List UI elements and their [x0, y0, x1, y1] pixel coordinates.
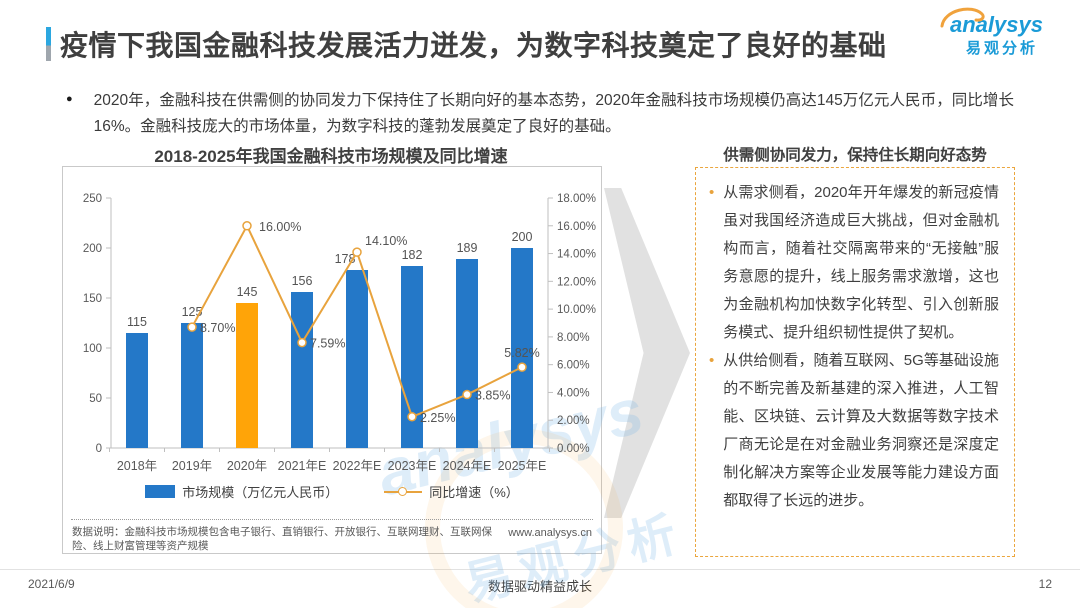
panel-item-supply: • 从供给侧看，随着互联网、5G等基础设施的不断完善及新基建的深入推进，人工智能… [709, 347, 999, 515]
svg-text:4.00%: 4.00% [557, 387, 590, 399]
svg-text:3.85%: 3.85% [475, 389, 510, 403]
svg-text:16.00%: 16.00% [259, 220, 301, 234]
header: 疫情下我国金融科技发展活力迸发，为数字科技奠定了良好的基础 [46, 24, 887, 64]
page-title: 疫情下我国金融科技发展活力迸发，为数字科技奠定了良好的基础 [60, 30, 887, 61]
svg-text:18.00%: 18.00% [557, 193, 596, 205]
intro-text: 2020年，金融科技在供需侧的协同发力下保持住了长期向好的基本态势，2020年金… [93, 92, 1014, 135]
svg-text:2019年: 2019年 [172, 459, 212, 473]
panel-text-demand: 从需求侧看，2020年开年爆发的新冠疫情虽对我国经济造成巨大挑战，但对金融机构而… [723, 184, 999, 341]
svg-text:145: 145 [237, 285, 258, 299]
panel-title: 供需侧协同发力，保持住长期向好态势 [723, 147, 987, 164]
footer-divider [0, 569, 1080, 570]
panel-text-supply: 从供给侧看，随着互联网、5G等基础设施的不断完善及新基建的深入推进，人工智能、区… [723, 352, 999, 509]
svg-text:6.00%: 6.00% [557, 360, 590, 372]
title-accent-bar [46, 27, 51, 61]
svg-text:200: 200 [512, 230, 533, 244]
svg-text:2023年E: 2023年E [388, 459, 437, 473]
intro-bullet: ● 2020年，金融科技在供需侧的协同发力下保持住了长期向好的基本态势，2020… [66, 88, 1014, 140]
svg-text:12.00%: 12.00% [557, 276, 596, 288]
legend-label-growth: 同比增速（%） [429, 485, 519, 500]
svg-text:250: 250 [83, 193, 102, 205]
chart-title: 2018-2025年我国金融科技市场规模及同比增速 [154, 147, 508, 166]
footer-slogan: 数据驱动精益成长 [487, 579, 592, 594]
svg-text:200: 200 [83, 243, 102, 255]
analysys-logo: analysys 易观分析 [940, 7, 1062, 58]
svg-text:8.70%: 8.70% [200, 321, 235, 335]
right-arrow-shape [604, 188, 690, 518]
svg-text:2.00%: 2.00% [557, 415, 590, 427]
svg-text:2025年E: 2025年E [498, 459, 547, 473]
insight-panel: • 从需求侧看，2020年开年爆发的新冠疫情虽对我国经济造成巨大挑战，但对金融机… [695, 167, 1015, 557]
legend-item-market-size: 市场规模（万亿元人民币） [145, 482, 338, 501]
orange-bullet-icon: • [709, 184, 715, 201]
legend-item-growth: 同比增速（%） [384, 482, 519, 501]
svg-text:150: 150 [83, 293, 102, 305]
legend-label-market-size: 市场规模（万亿元人民币） [182, 485, 339, 500]
svg-text:8.00%: 8.00% [557, 332, 590, 344]
page-number: 12 [1038, 577, 1052, 591]
svg-text:14.00%: 14.00% [557, 249, 596, 261]
logo-chinese-name: 易观分析 [966, 40, 1039, 57]
svg-text:0: 0 [96, 443, 102, 455]
combo-chart: 0 50 100 150 200 250 0.00% 2.00% 4.00% 6.00% 8.00%… [83, 193, 596, 473]
logo-swoosh-icon [940, 7, 985, 28]
svg-text:2018年: 2018年 [117, 459, 157, 473]
svg-text:2021年E: 2021年E [278, 459, 327, 473]
svg-text:2024年E: 2024年E [443, 459, 492, 473]
bullet-dot-icon: ● [66, 93, 73, 105]
panel-item-demand: • 从需求侧看，2020年开年爆发的新冠疫情虽对我国经济造成巨大挑战，但对金融机… [709, 179, 999, 347]
svg-text:0.00%: 0.00% [557, 443, 590, 455]
svg-text:14.10%: 14.10% [365, 234, 407, 248]
website-link[interactable]: www.analysys.cn [508, 527, 592, 539]
svg-text:2020年: 2020年 [227, 459, 267, 473]
footnote-divider [71, 519, 593, 520]
svg-text:16.00%: 16.00% [557, 221, 596, 233]
svg-text:5.82%: 5.82% [504, 346, 539, 360]
svg-text:189: 189 [457, 241, 478, 255]
footer-date: 2021/6/9 [28, 577, 75, 591]
line-swatch-icon [384, 485, 423, 498]
chart-container: analysys 易观分析 0 50 100 150 200 250 0.00% 2.00% 4… [62, 166, 689, 608]
svg-text:50: 50 [89, 393, 102, 405]
svg-text:100: 100 [83, 343, 102, 355]
svg-text:7.59%: 7.59% [310, 337, 345, 351]
chart-legend: 市场规模（万亿元人民币） 同比增速（%） [63, 482, 601, 501]
svg-text:10.00%: 10.00% [557, 304, 596, 316]
data-source-note: 数据说明：金融科技市场规模包含电子银行、直销银行、开放银行、互联网理财、互联网保… [72, 526, 492, 552]
logo-wordmark: analysys [950, 12, 1043, 37]
svg-text:115: 115 [127, 315, 147, 329]
svg-text:2.25%: 2.25% [420, 411, 455, 425]
svg-text:156: 156 [292, 274, 313, 288]
svg-text:182: 182 [402, 248, 423, 262]
footnote-row: 数据说明：金融科技市场规模包含电子银行、直销银行、开放银行、互联网理财、互联网保… [72, 525, 592, 553]
bar-swatch-icon [145, 485, 176, 498]
orange-bullet-icon: • [709, 352, 715, 369]
svg-text:2022年E: 2022年E [333, 459, 382, 473]
